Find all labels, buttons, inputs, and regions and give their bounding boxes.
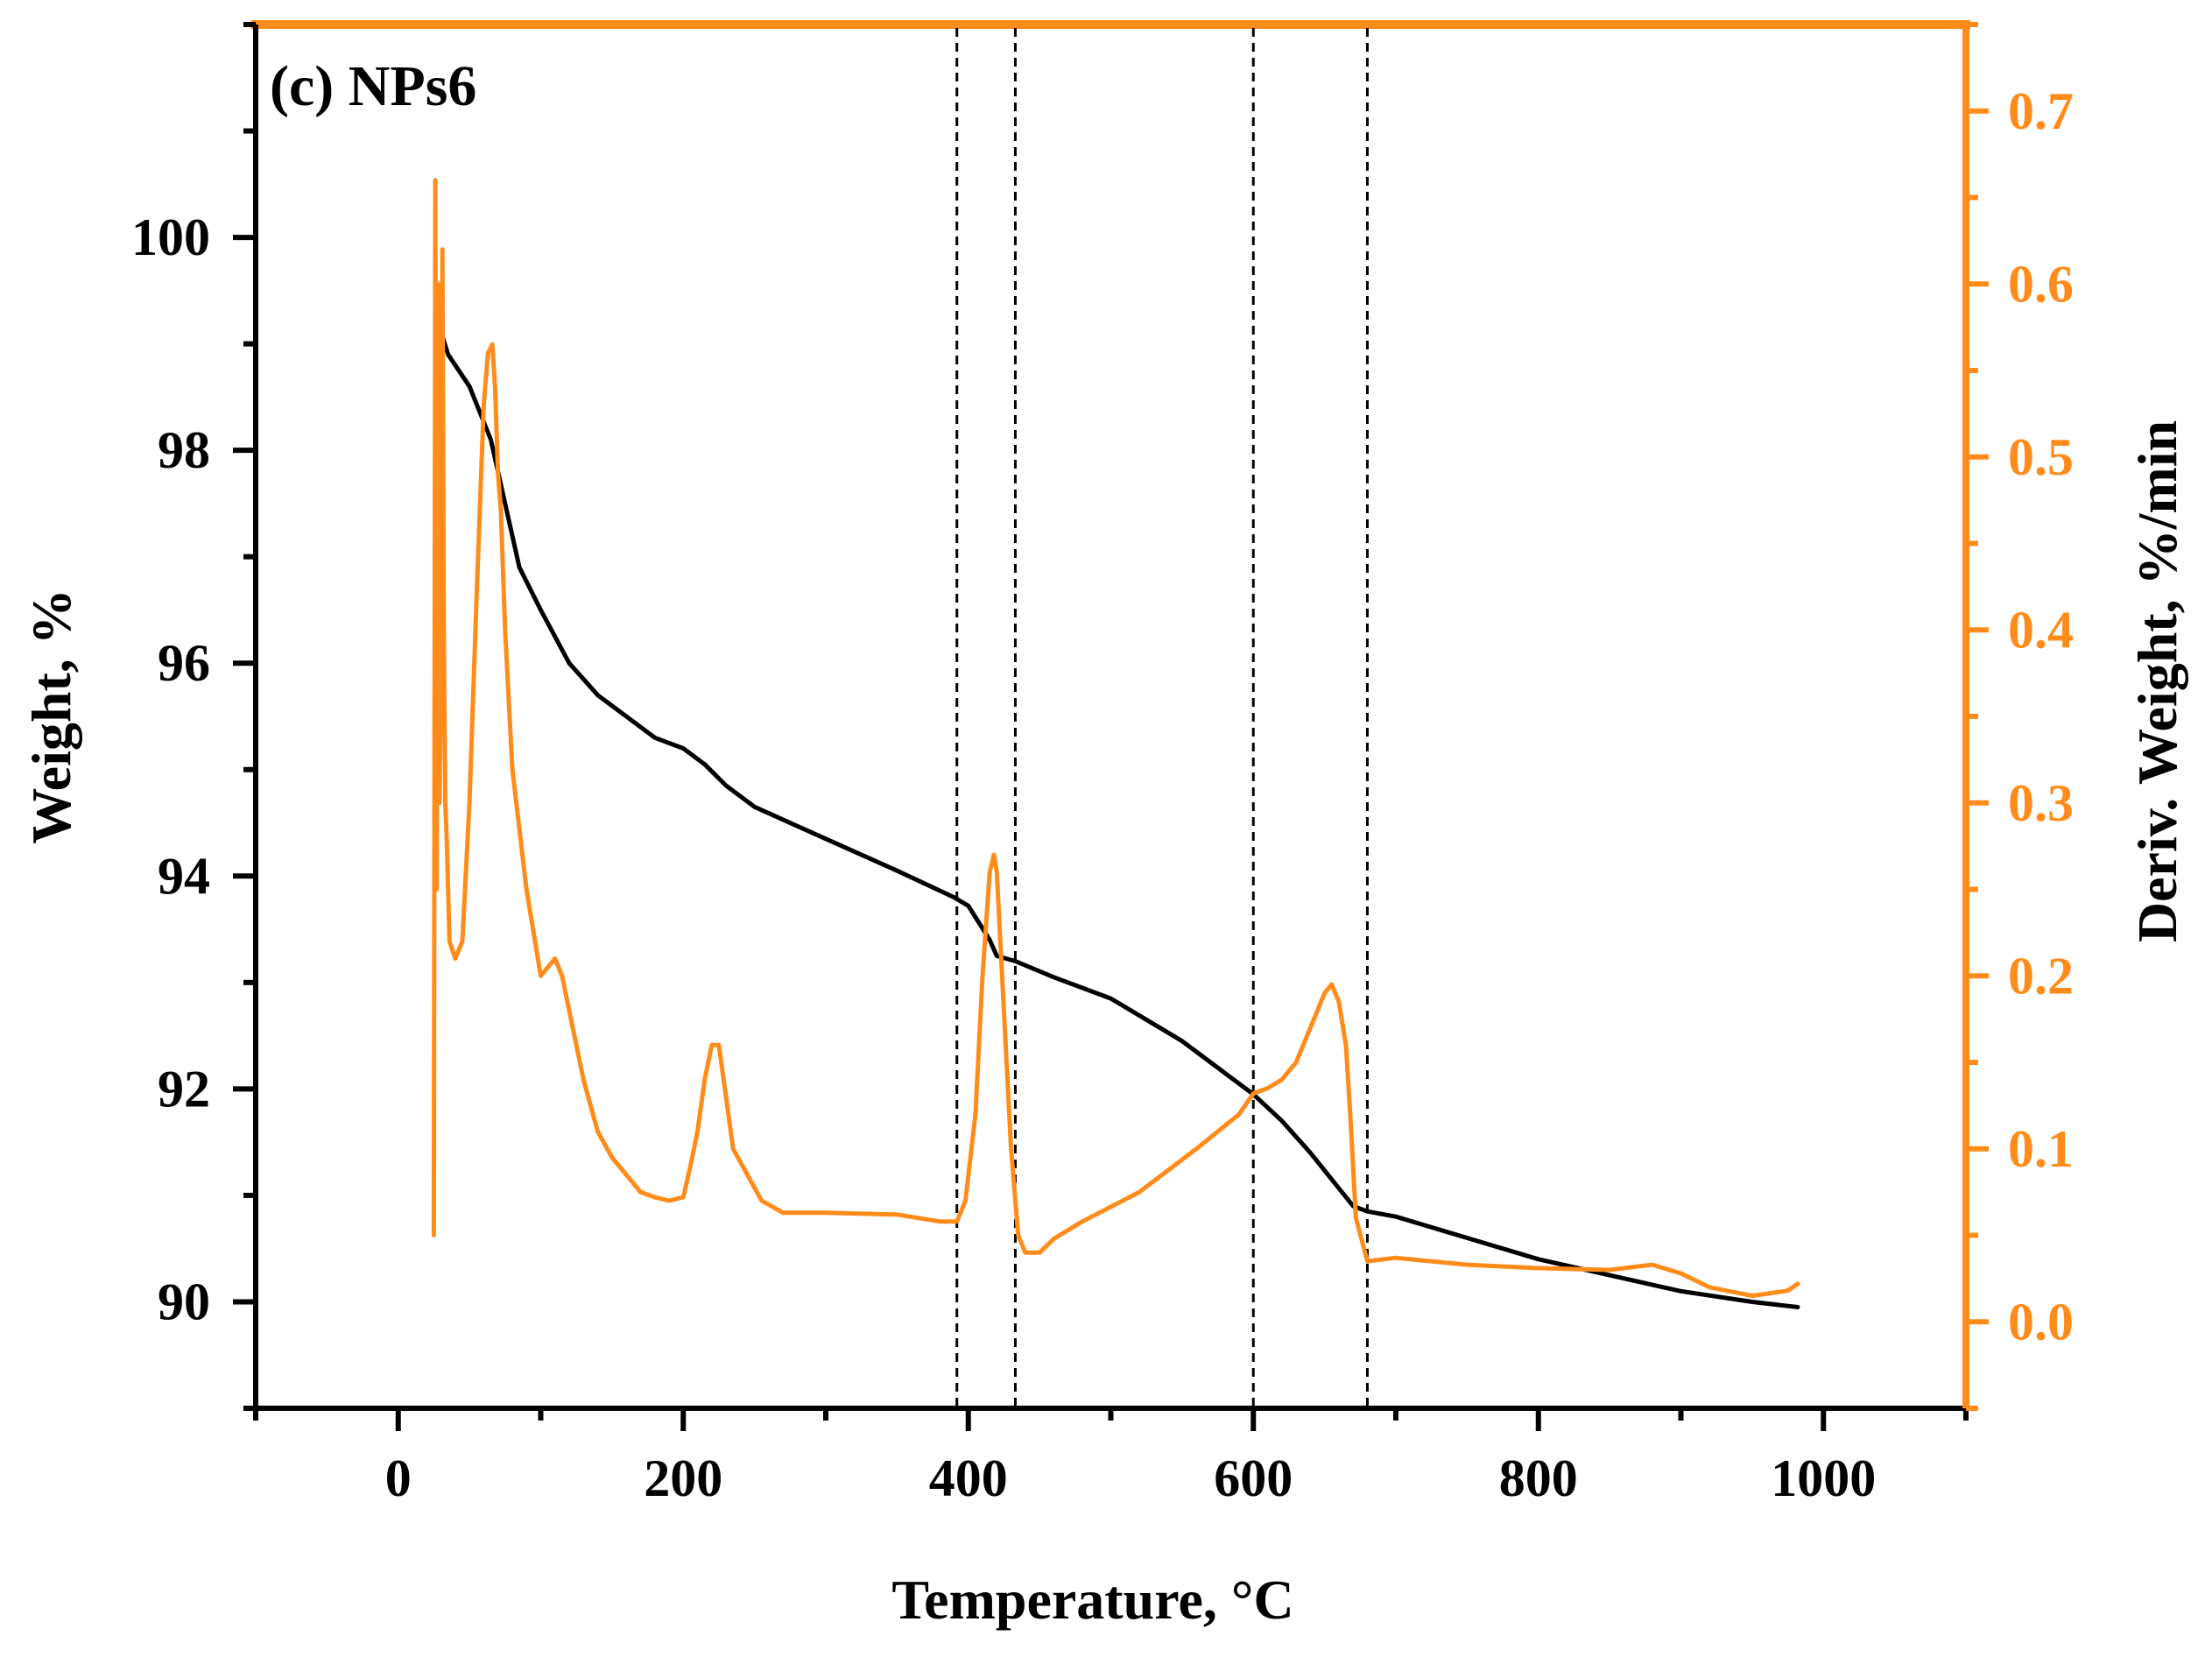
x-tick-label: 800 <box>1499 1449 1578 1507</box>
y-tick-label: 90 <box>158 1273 210 1330</box>
y2-axis-title: Deriv. Weight, %/min <box>2126 420 2188 942</box>
y-tick-label: 100 <box>131 208 210 266</box>
y-tick-label: 98 <box>158 421 210 479</box>
panel-label: (c) NPs6 <box>270 54 476 118</box>
y-tick-label: 96 <box>158 634 210 692</box>
y2-tick-label: 0.0 <box>2008 1293 2074 1350</box>
y2-tick-label: 0.4 <box>2008 601 2074 659</box>
x-tick-label: 200 <box>644 1449 722 1507</box>
y2-tick-label: 0.3 <box>2008 774 2074 832</box>
y-tick-label: 92 <box>158 1060 210 1118</box>
y-tick-label: 94 <box>158 847 210 905</box>
x-tick-label: 400 <box>929 1449 1008 1507</box>
x-tick-label: 0 <box>385 1449 412 1507</box>
y2-tick-label: 0.1 <box>2008 1120 2074 1178</box>
y2-tick-label: 0.5 <box>2008 428 2074 486</box>
deriv-weight-series-line <box>431 178 1800 1299</box>
x-axis-title: Temperature, °C <box>891 1569 1293 1631</box>
y-axis-title: Weight, % <box>20 589 82 844</box>
x-tick-label: 1000 <box>1771 1449 1876 1507</box>
y2-tick-label: 0.7 <box>2008 82 2074 140</box>
x-tick-label: 600 <box>1214 1449 1293 1507</box>
y2-tick-label: 0.6 <box>2008 255 2074 313</box>
y2-tick-label: 0.2 <box>2008 947 2074 1005</box>
